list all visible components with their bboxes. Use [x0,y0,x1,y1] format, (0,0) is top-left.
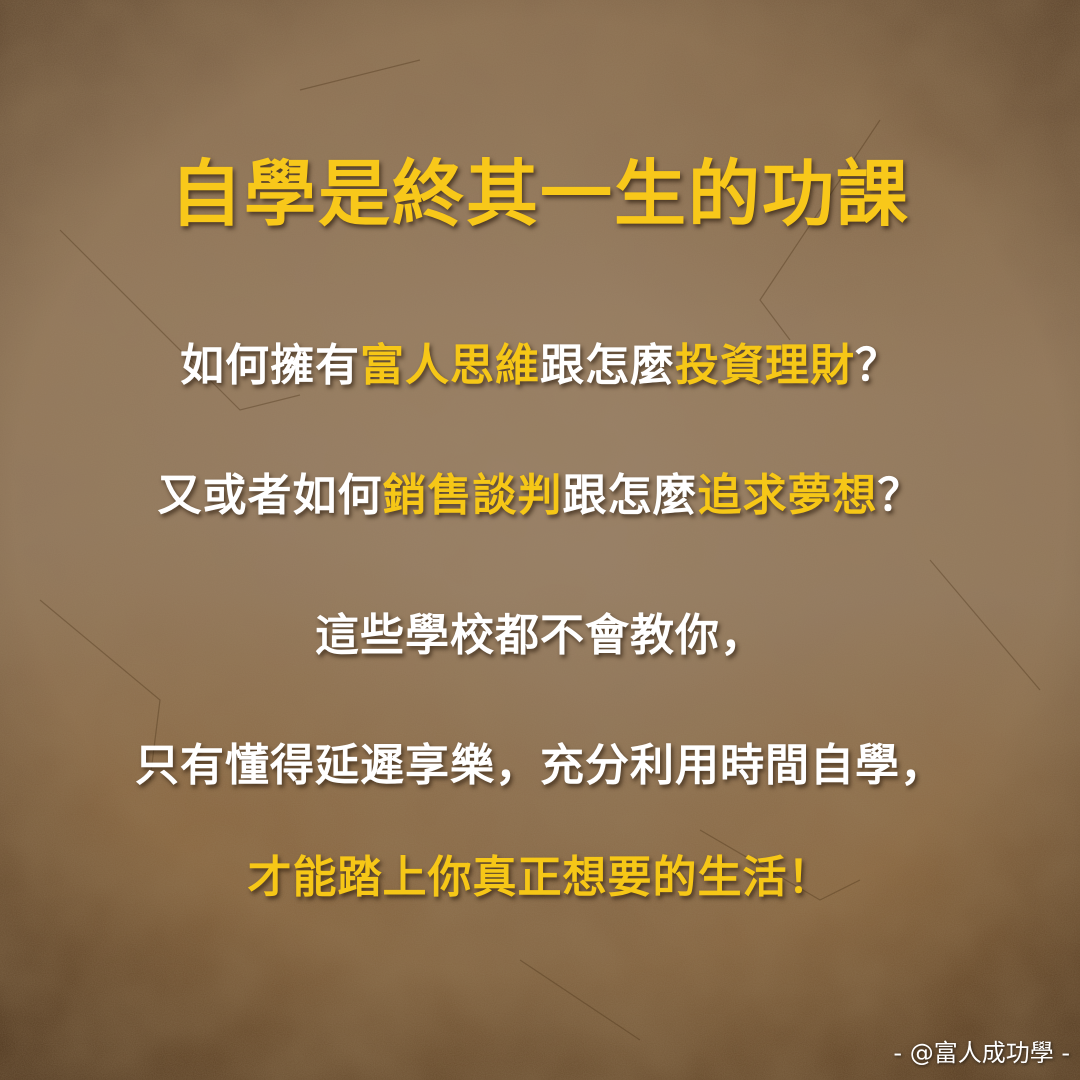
line-sales-question: 又或者如何銷售談判跟怎麼追求夢想？ [0,464,1080,528]
title: 自學是終其一生的功課 [169,152,910,236]
line2-text-a: 又或者如何 [157,470,383,521]
line2-text-c: 跟怎麼 [562,470,698,521]
line2-highlight-dreams: 追求夢想 [697,470,878,521]
line-wealth-question: 如何擁有富人思維跟怎麼投資理財？ [0,334,1080,398]
line1-highlight-wealth-mindset: 富人思維 [360,340,540,391]
line1-highlight-investing: 投資理財 [675,340,855,391]
line-self-study-statement: 只有懂得延遲享樂，充分利用時間自學， [135,740,945,791]
line-conclusion: 才能踏上你真正想要的生活！ [247,852,833,903]
line1-question-mark: ？ [855,340,900,391]
line2-question-mark: ？ [877,470,923,521]
line1-text-c: 跟怎麼 [540,340,675,391]
line-school-statement: 這些學校都不會教你， [315,610,765,661]
line2-highlight-sales: 銷售談判 [382,470,563,521]
author-credit: - @富人成功學 - [893,1039,1070,1067]
line1-text-a: 如何擁有 [180,340,360,391]
